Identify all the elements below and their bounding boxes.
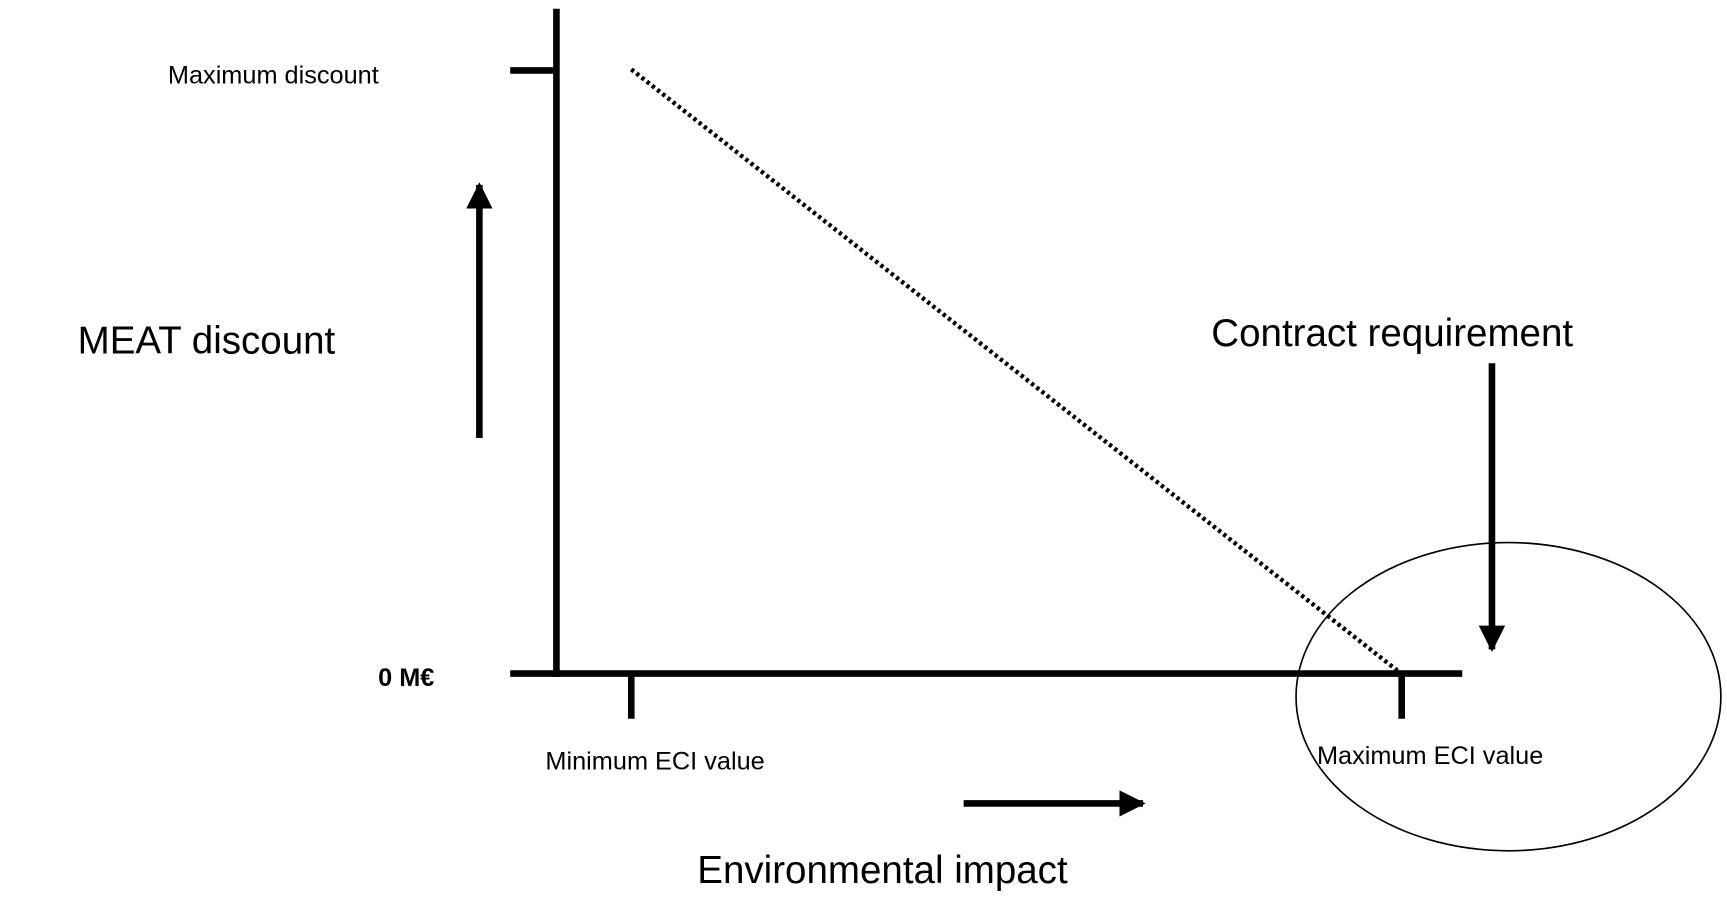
max-eci-label: Maximum ECI value [1317,742,1543,770]
min-eci-label: Minimum ECI value [545,747,764,775]
x-axis-label: Environmental impact [697,849,1068,892]
highlight-ellipse [1295,541,1722,852]
discount-line [629,67,1400,674]
y-axis-label: MEAT discount [78,320,336,363]
max-discount-label: Maximum discount [168,62,379,90]
zero-label: 0 M€ [378,664,434,692]
contract-label: Contract requirement [1211,312,1573,355]
